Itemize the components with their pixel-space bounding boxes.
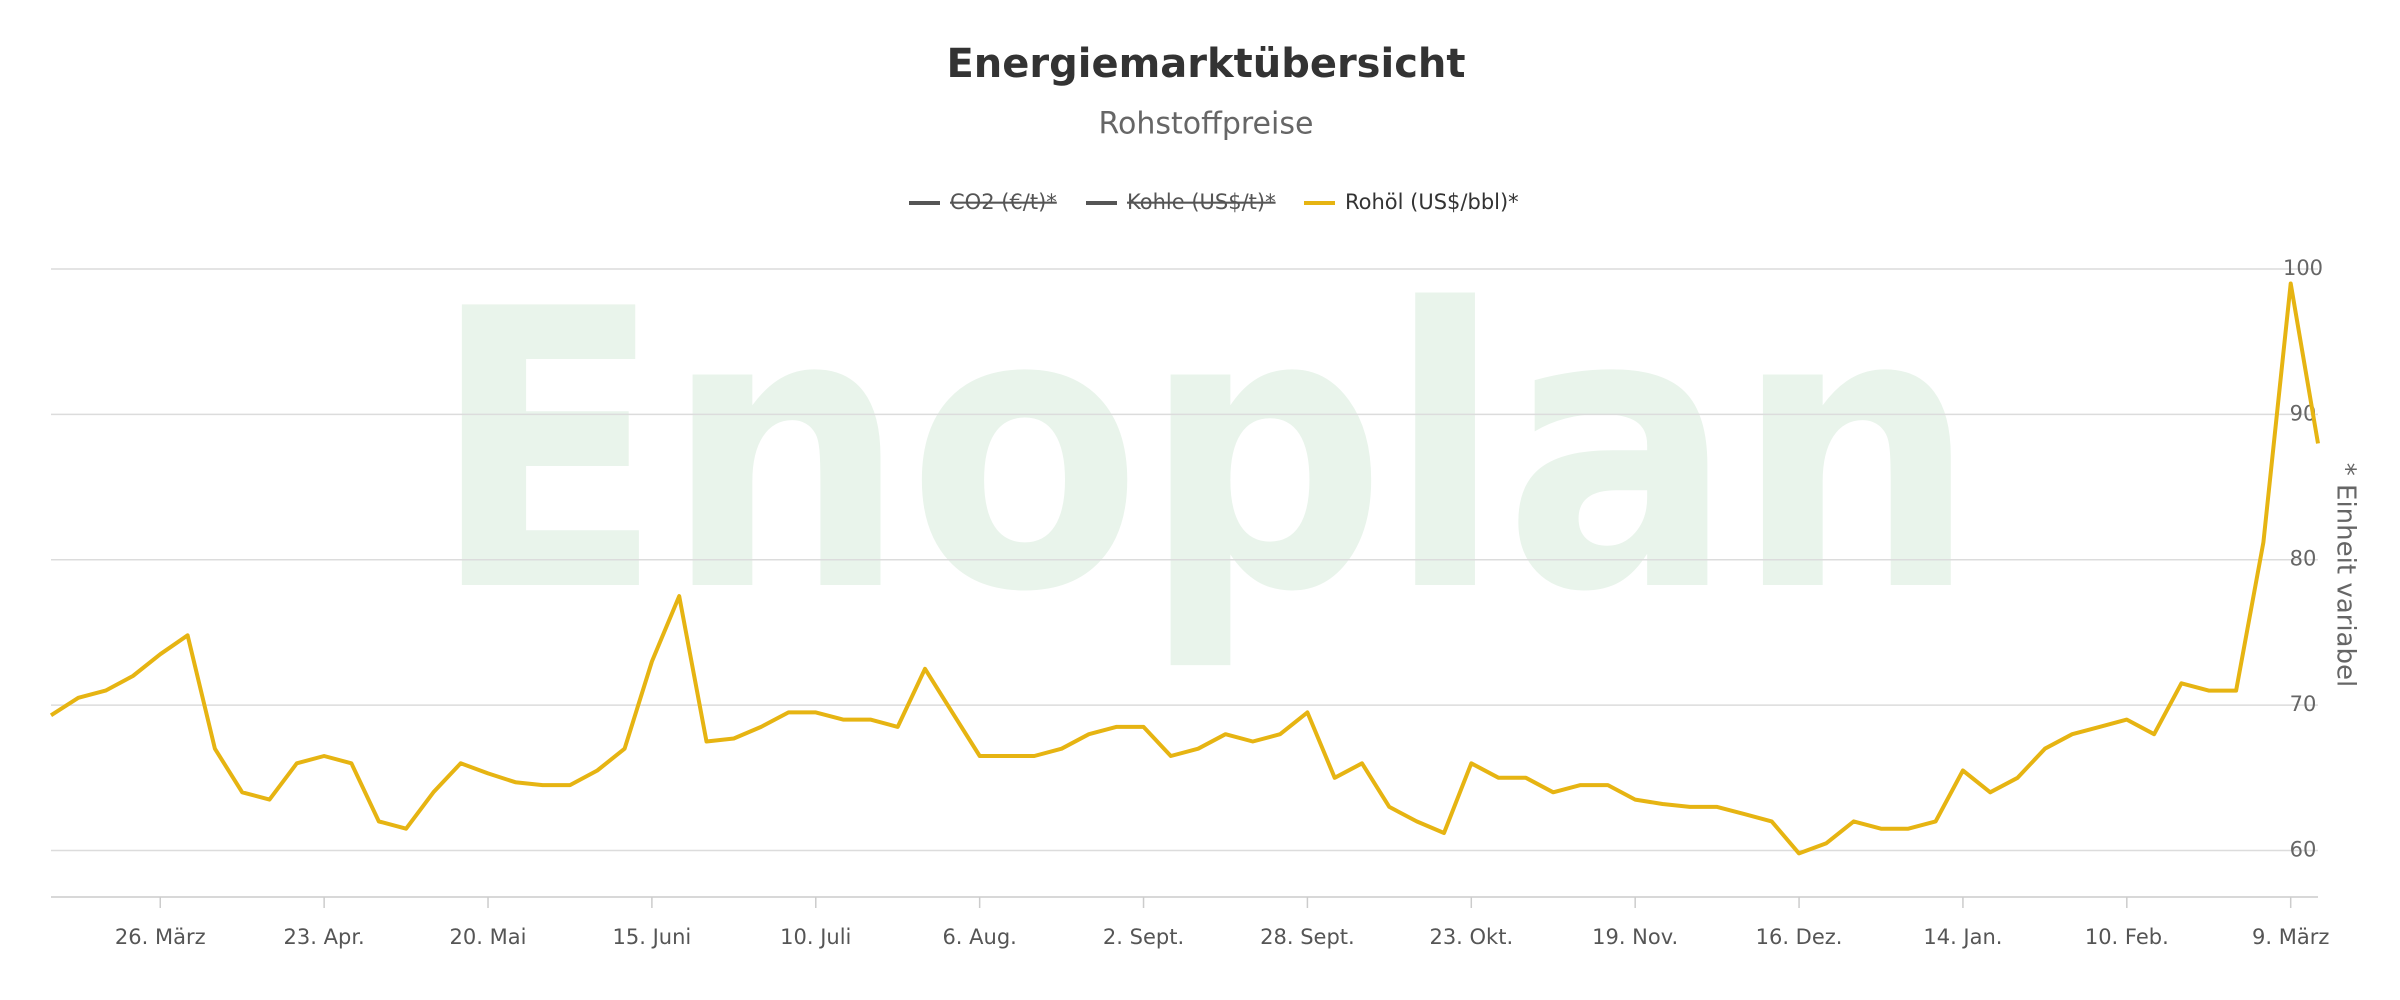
x-tick-label: 10. Juli — [780, 925, 851, 949]
legend-label[interactable]: Kohle (US$/t)* — [1127, 190, 1276, 214]
x-tick-label: 15. Juni — [613, 925, 692, 949]
y-tick-label: 70 — [2290, 692, 2317, 716]
x-tick-label: 23. Apr. — [284, 925, 365, 949]
x-tick-label: 9. März — [2252, 925, 2329, 949]
y-tick-label: 80 — [2290, 547, 2317, 571]
x-tick-label: 28. Sept. — [1260, 925, 1355, 949]
x-tick-label: 10. Feb. — [2085, 925, 2169, 949]
chart-title: Energiemarktübersicht — [946, 41, 1465, 87]
y-tick-label: 60 — [2290, 837, 2317, 861]
chart-subtitle: Rohstoffpreise — [1099, 107, 1314, 142]
legend-label[interactable]: CO2 (€/t)* — [950, 190, 1057, 214]
watermark: Enoplan — [431, 228, 1978, 676]
y-tick-label: 100 — [2283, 256, 2323, 280]
x-tick-label: 23. Okt. — [1429, 925, 1513, 949]
data-line — [49, 281, 2320, 856]
y-axis-title: * Einheit variabel — [2331, 463, 2361, 687]
x-tick-label: 2. Sept. — [1103, 925, 1184, 949]
x-tick-label: 26. März — [115, 925, 206, 949]
x-tick-label: 14. Jan. — [1923, 925, 2002, 949]
x-tick-label: 16. Dez. — [1756, 925, 1843, 949]
x-tick-label: 19. Nov. — [1592, 925, 1678, 949]
x-tick-label: 6. Aug. — [942, 925, 1016, 949]
x-tick-label: 20. Mai — [450, 925, 527, 949]
legend-label[interactable]: Rohöl (US$/bbl)* — [1345, 190, 1519, 214]
